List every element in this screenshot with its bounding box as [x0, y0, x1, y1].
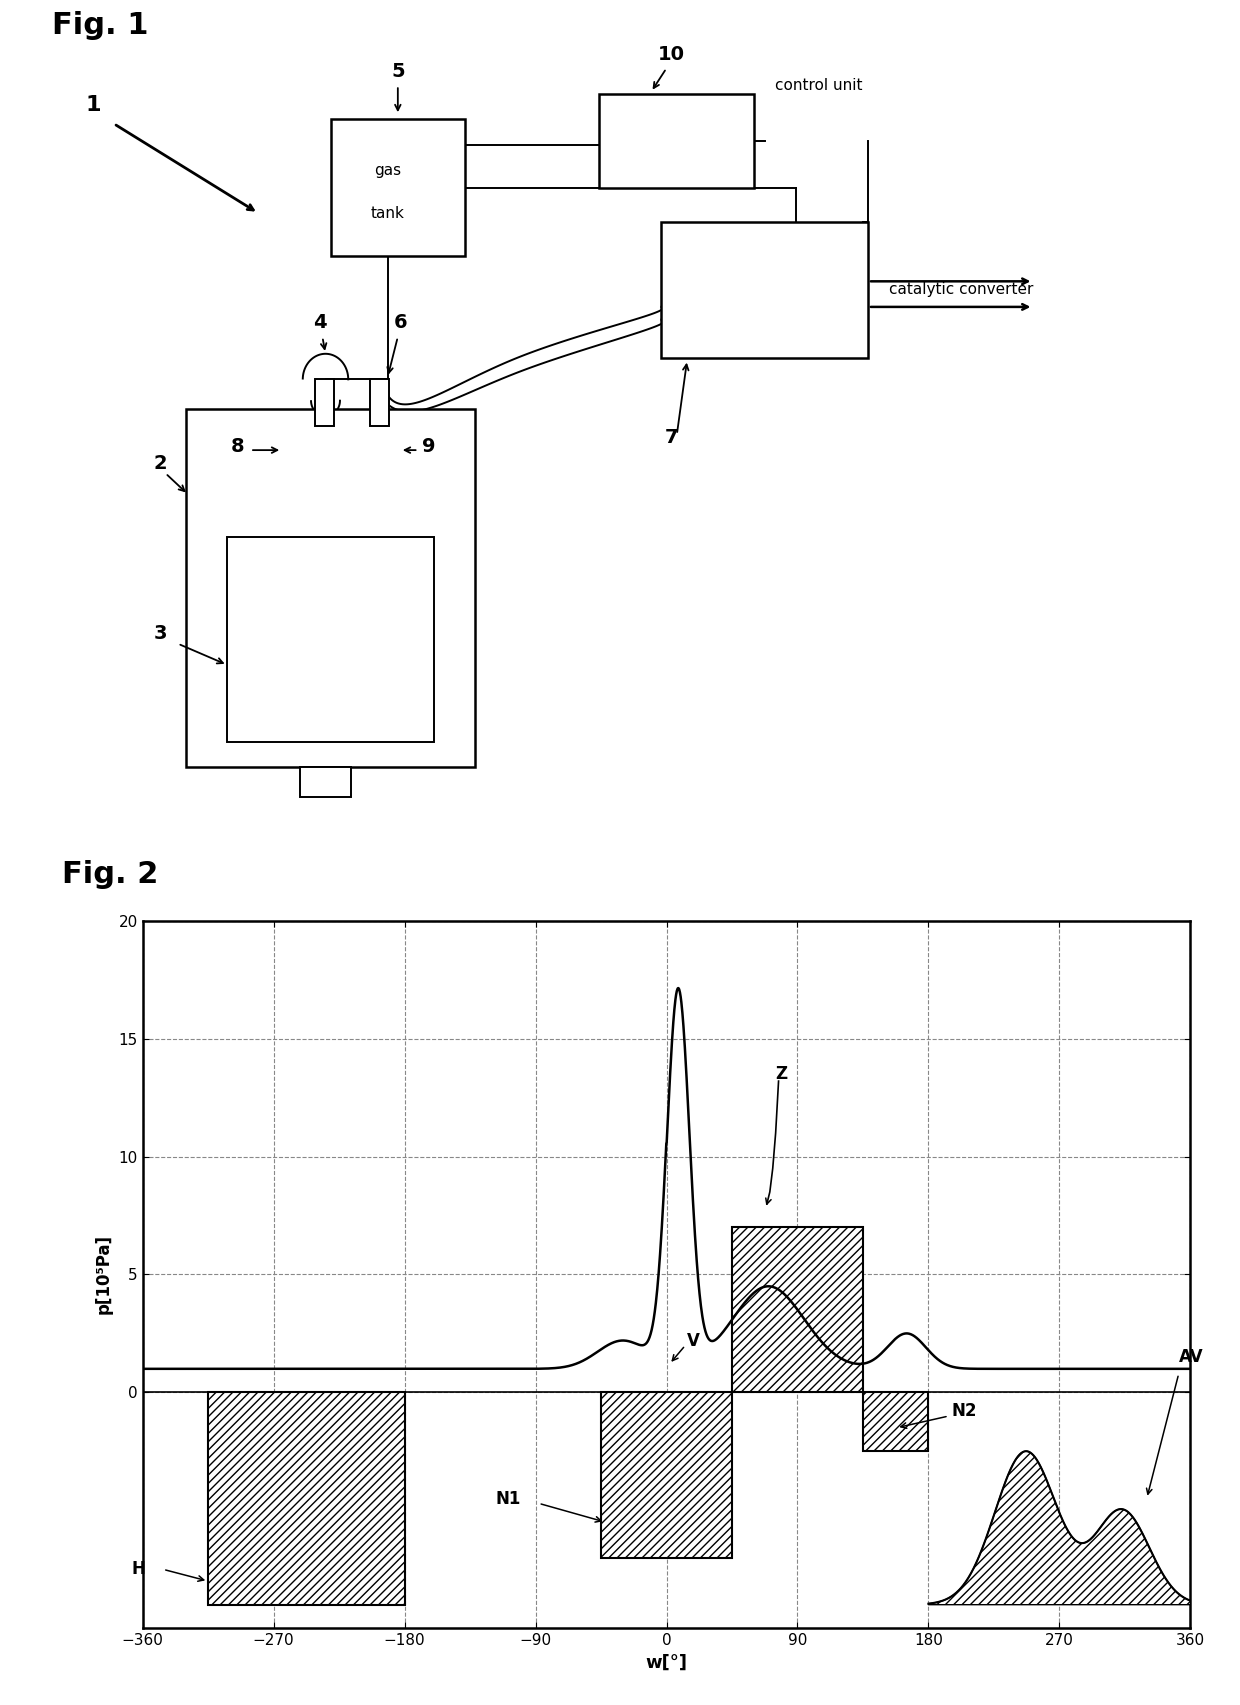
Text: 10: 10 [658, 44, 686, 63]
Text: AV: AV [1179, 1349, 1203, 1366]
Text: 7: 7 [665, 428, 678, 447]
Text: H: H [131, 1560, 145, 1579]
Text: 2: 2 [154, 454, 167, 472]
Text: Fig. 1: Fig. 1 [52, 12, 148, 41]
Text: 1: 1 [86, 95, 100, 114]
Bar [732, 1228, 863, 1393]
Text: tank: tank [371, 206, 404, 220]
Text: Fig. 2: Fig. 2 [62, 861, 159, 890]
Text: 5: 5 [391, 61, 404, 80]
Bar [601, 1393, 732, 1558]
Text: 4: 4 [314, 314, 327, 332]
Bar [186, 409, 475, 767]
Text: control unit: control unit [775, 78, 863, 92]
Text: N1: N1 [496, 1490, 521, 1507]
Bar [331, 119, 465, 256]
Text: N2: N2 [952, 1402, 977, 1420]
Text: gas: gas [374, 164, 401, 177]
Bar [661, 222, 868, 358]
Text: Z: Z [776, 1066, 787, 1083]
Text: V: V [687, 1332, 699, 1350]
Bar [300, 767, 351, 798]
Bar [208, 1393, 404, 1604]
Text: 8: 8 [231, 436, 244, 455]
Bar [227, 537, 434, 742]
Bar [599, 94, 754, 188]
Bar [315, 379, 334, 426]
Bar [863, 1393, 929, 1451]
Text: 6: 6 [394, 314, 408, 332]
X-axis label: w[°]: w[°] [646, 1654, 687, 1671]
Text: 9: 9 [422, 436, 435, 455]
Text: 3: 3 [154, 624, 167, 643]
Bar [370, 379, 388, 426]
Y-axis label: p[10⁵Pa]: p[10⁵Pa] [95, 1234, 113, 1315]
Text: catalytic converter: catalytic converter [889, 283, 1033, 297]
